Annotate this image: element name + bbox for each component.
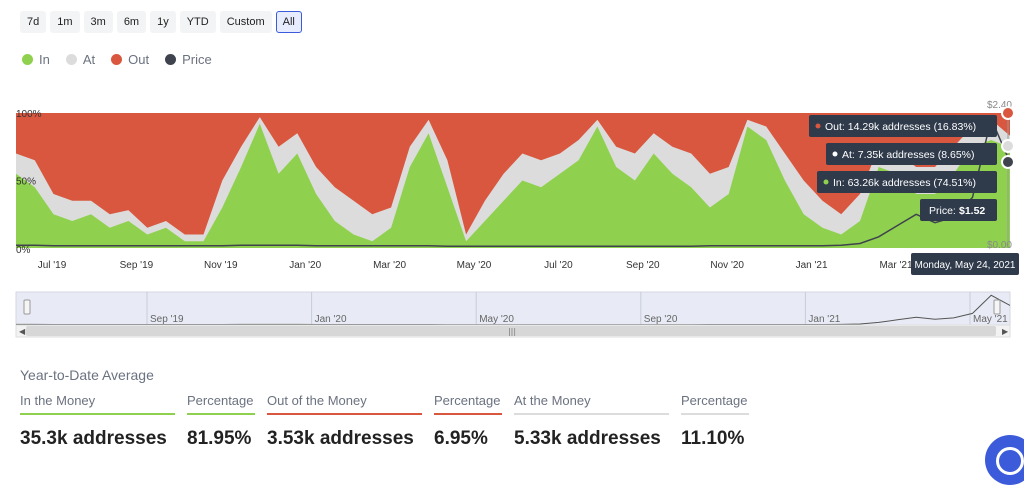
summary-value: 35.3k addresses [20,428,167,449]
navigator-tick-label: Jan '21 [808,314,840,325]
tooltip-price-label: Price: [929,205,956,217]
legend-at-swatch [65,54,77,65]
range-custom-button[interactable]: Custom [219,11,272,33]
scroll-right-icon: ▶ [1002,327,1009,336]
range-1y-button[interactable]: 1y [150,11,176,33]
legend-out[interactable]: Out [111,52,149,67]
in-area [16,123,1010,248]
summary-col-in-money: In the Money 35.3k addresses [20,393,175,450]
tooltip-price-box [920,199,997,221]
summary-label: Percentage [187,393,255,415]
summary-value: 3.53k addresses [267,428,414,449]
summary-label: In the Money [20,393,175,415]
tooltip-out-text: Out: 14.29k addresses (16.83%) [825,121,976,133]
summary-label: Percentage [681,393,749,415]
price-marker [1001,155,1015,169]
range-all-button[interactable]: All [275,11,302,33]
summary-title: Year-to-Date Average [20,367,154,383]
range-7d-button[interactable]: 7d [20,11,47,33]
legend-out-label: Out [128,52,150,67]
legend-out-swatch [111,54,123,65]
tooltip-price-value: $1.52 [959,205,985,217]
legend-at-label: At [82,52,96,67]
navigator-window [15,291,1011,326]
tooltip-out-dot [815,123,821,129]
legend-price-label: Price [182,52,212,67]
summary-value: 11.10% [681,428,745,449]
summary-col-out-pct: Percentage 6.95% [434,393,502,450]
summary-label: Out of the Money [267,393,422,415]
summary-value: 81.95% [187,428,252,449]
ytd-summary: Year-to-Date Average In the Money 35.3k … [20,367,780,450]
summary-col-in-pct: Percentage 81.95% [187,393,255,450]
x-tick-label: Jan '21 [796,260,828,271]
legend-at[interactable]: At [65,52,96,67]
y-left-tick-label: 100% [16,109,42,120]
out-marker [1001,106,1015,120]
x-axis: Jul '19 Sep '19 Nov '19 Jan '20 Mar '20 May '… [38,260,998,271]
summary-label: Percentage [434,393,502,415]
y-left-axis: 0% 50% 100% [16,109,42,256]
summary-value: 6.95% [434,428,488,449]
y-right-tick-label: $2.40 [987,100,1012,111]
summary-col-at-pct: Percentage 11.10% [681,393,749,450]
legend-price-swatch [165,54,177,65]
tooltip-out-box [809,115,997,137]
x-tick-label: Jul '19 [38,260,67,271]
range-1m-button[interactable]: 1m [50,11,80,33]
chart[interactable]: 0% 50% 100% $0.00 $2.40 Jul '19 Sep '19 Nov '… [0,0,1024,345]
x-tick-label: May '20 [457,260,492,271]
chat-icon [996,447,1024,475]
range-3m-button[interactable]: 3m [83,11,113,33]
summary-col-at-money: At the Money 5.33k addresses [514,393,669,450]
summary-label: At the Money [514,393,669,415]
x-tick-label: Jan '20 [289,260,321,271]
tooltip-date: Monday, May 24, 2021 [915,260,1016,271]
chat-widget-button[interactable] [985,435,1024,485]
legend-price[interactable]: Price [165,52,212,67]
x-tick-label: Sep '20 [626,260,660,271]
range-ytd-button[interactable]: YTD [179,11,216,33]
navigator-scrollbar-thumb [26,326,996,336]
navigator-tick-label: Jan '20 [315,314,347,325]
at-marker [1001,139,1015,153]
scrollbar-grip-icon: ||| [508,327,516,336]
y-left-tick-label: 50% [16,177,36,188]
legend-in-label: In [39,52,50,67]
range-6m-button[interactable]: 6m [116,11,147,33]
tooltip-in-dot [823,179,829,185]
tooltip-at-dot [832,151,838,157]
tooltip-in-box [817,171,997,193]
y-right-axis: $0.00 $2.40 [987,100,1012,251]
range-selector: 7d 1m 3m 6m 1y YTD Custom All [20,11,302,33]
navigator-tick-label: May '20 [479,314,514,325]
price-line [16,116,1011,248]
chart-legend: In At Out Price [22,52,212,67]
navigator-tick-label: May '21 [973,314,1008,325]
x-tick-label: Mar '21 [879,260,912,271]
navigator-tick-label: Sep '19 [150,314,184,325]
x-tick-label: Sep '19 [120,260,154,271]
x-tick-label: Mar '20 [373,260,406,271]
tooltip-in-text: In: 63.26k addresses (74.51%) [833,177,976,189]
navigator-tick-label: Sep '20 [644,314,678,325]
tooltip-at-text: At: 7.35k addresses (8.65%) [842,149,975,161]
summary-value: 5.33k addresses [514,428,661,449]
tooltip-at-box [826,143,997,165]
legend-in[interactable]: In [22,52,50,67]
legend-in-swatch [22,54,33,65]
tooltip-date-box [911,253,1019,275]
navigator-right-handle [993,299,1001,315]
x-tick-label: Nov '20 [710,260,744,271]
y-left-tick-label: 0% [16,245,31,256]
y-right-tick-label: $0.00 [987,240,1012,251]
x-tick-label: Nov '19 [204,260,238,271]
tooltip: Out: 14.29k addresses (16.83%) At: 7.35k … [809,106,1019,275]
scroll-left-icon: ◀ [19,327,26,336]
navigator-left-handle [23,299,31,315]
navigator[interactable]: Sep '19 Jan '20 May '20 Sep '20 Jan '21 May '… [15,291,1011,338]
summary-col-out-money: Out of the Money 3.53k addresses [267,393,422,450]
x-tick-label: Jul '20 [544,260,573,271]
